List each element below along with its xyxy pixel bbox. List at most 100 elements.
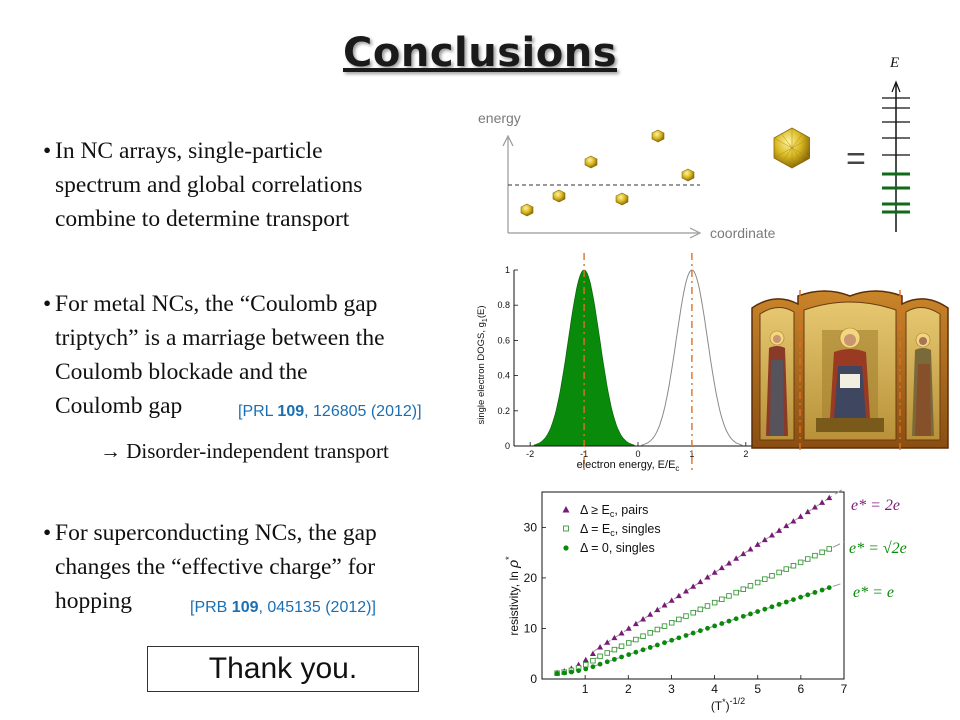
resistivity-point-zero xyxy=(619,654,624,660)
nanocrystal-particle xyxy=(584,155,598,169)
prb-volume: 109 xyxy=(231,599,259,616)
page-title: Conclusions xyxy=(343,30,617,76)
resistivity-y-tick-label: 30 xyxy=(524,520,538,534)
resistivity-point-pairs xyxy=(754,541,761,547)
legend-marker-square xyxy=(563,525,569,532)
resistivity-point-pairs xyxy=(675,592,682,599)
bullet-2-line-4: Coulomb gap xyxy=(55,393,183,419)
resistivity-point-pairs xyxy=(668,597,675,603)
resistivity-point-singles xyxy=(590,657,596,664)
resistivity-point-zero xyxy=(561,670,567,676)
resistivity-point-pairs xyxy=(790,518,797,524)
prl-journal: [PRL xyxy=(238,403,278,420)
resistivity-point-zero xyxy=(626,652,632,657)
resistivity-point-zero xyxy=(640,647,646,653)
resistivity-point-zero xyxy=(662,640,667,646)
resistivity-point-pairs xyxy=(733,555,740,561)
triptych-icon-image xyxy=(751,290,949,450)
resistivity-point-pairs xyxy=(647,611,654,617)
resistivity-x-tick-label: 3 xyxy=(668,682,675,696)
resistivity-point-zero xyxy=(705,625,710,631)
dos-plot-area: -2 -1 0 1 2 0 0.2 0.4 0.6 0.8 1 xyxy=(497,253,762,473)
prb-journal: [PRB xyxy=(190,599,232,616)
resistivity-point-singles xyxy=(668,620,675,626)
legend-label-sub: c xyxy=(610,528,615,538)
resistivity-point-zero xyxy=(697,628,703,634)
resistivity-point-pairs xyxy=(826,494,833,501)
dos-x-tick-label: -2 xyxy=(526,449,534,459)
resistivity-point-pairs xyxy=(654,606,661,613)
resistivity-point-singles xyxy=(719,596,725,603)
center-throne-figure xyxy=(816,327,884,432)
resistivity-x-tick-label: 5 xyxy=(754,682,761,696)
prb-rest: , 045135 (2012)] xyxy=(258,599,376,616)
resistivity-frame xyxy=(541,491,845,680)
resistivity-point-singles xyxy=(797,559,804,566)
resistivity-plot-area: 1 2 3 4 5 6 7 0 10 20 30 xyxy=(524,487,848,696)
resistivity-point-zero xyxy=(805,592,811,598)
E-label: E xyxy=(890,55,900,71)
bullet-3-line-1: For superconducting NCs, the gap xyxy=(55,520,377,546)
resistivity-point-zero xyxy=(769,604,775,610)
energy-level-diagram xyxy=(882,80,910,232)
resistivity-point-singles xyxy=(676,616,682,623)
arrow-text: Disorder-independent transport xyxy=(126,439,389,463)
resistivity-x-tick-label: 6 xyxy=(798,682,805,696)
resistivity-point-zero xyxy=(755,609,761,614)
coordinate-axis-arrow xyxy=(689,227,702,239)
resistivity-point-singles xyxy=(704,603,711,609)
resistivity-point-singles xyxy=(819,549,825,556)
resistivity-point-singles xyxy=(805,556,811,562)
resistivity-point-zero xyxy=(690,630,696,636)
resistivity-point-zero xyxy=(569,669,574,675)
resistivity-point-pairs xyxy=(776,527,783,533)
dos-x-tick-label: 2 xyxy=(743,449,748,459)
resistivity-point-zero xyxy=(740,613,746,619)
resistivity-point-pairs xyxy=(704,574,711,580)
resistivity-point-zero xyxy=(597,661,603,667)
resistivity-point-pairs xyxy=(725,560,732,566)
nanocrystal-particle xyxy=(681,168,695,182)
resistivity-point-singles xyxy=(747,583,754,589)
right-arrow-icon: → xyxy=(100,439,127,463)
resistivity-point-singles xyxy=(654,626,661,633)
resistivity-point-pairs xyxy=(697,578,704,585)
coordinate-label: coordinate xyxy=(710,225,776,241)
resistivity-point-zero xyxy=(791,597,796,603)
legend-label-sub: c xyxy=(610,509,615,519)
dos-y-tick-label: 0 xyxy=(505,441,510,451)
energy-axis-arrow xyxy=(502,134,514,147)
resistivity-point-singles xyxy=(769,573,775,579)
resistivity-point-zero xyxy=(576,668,581,674)
annotation-e-sqrt2e: e* = √2e xyxy=(849,540,907,557)
dos-xlabel: electron energy, E/Ec xyxy=(577,459,680,473)
resistivity-point-singles xyxy=(661,623,668,629)
resistivity-point-zero xyxy=(812,590,818,595)
dos-y-tick-label: 0.2 xyxy=(497,406,510,416)
resistivity-point-singles xyxy=(740,586,747,592)
resistivity-point-zero xyxy=(683,633,689,638)
resistivity-point-singles xyxy=(726,593,732,599)
resistivity-point-pairs xyxy=(611,634,618,641)
resistivity-point-singles xyxy=(640,633,646,639)
resistivity-point-singles xyxy=(783,566,790,572)
legend-label-post: , pairs xyxy=(614,503,648,517)
resistivity-xlabel: (T*)-1/2 xyxy=(711,696,745,713)
large-nanocrystal xyxy=(773,127,810,169)
resistivity-point-singles xyxy=(790,562,797,569)
bullet-1-line-3: combine to determine transport xyxy=(55,206,350,232)
resistivity-y-tick-label: 20 xyxy=(524,571,538,585)
bullet-1: • In NC arrays, single-particle spectrum… xyxy=(43,134,362,236)
resistivity-point-singles xyxy=(597,653,603,660)
dos-y-tick-label: 0.6 xyxy=(497,335,510,345)
resistivity-x-tick-label: 4 xyxy=(711,682,718,696)
resistivity-point-zero xyxy=(633,649,639,655)
resistivity-point-zero xyxy=(712,623,718,629)
resistivity-point-zero xyxy=(762,606,768,612)
legend-label: Δ = 0, singles xyxy=(580,541,655,555)
resistivity-point-pairs xyxy=(661,602,668,608)
resistivity-point-singles xyxy=(647,630,653,636)
resistivity-point-zero xyxy=(669,637,675,643)
legend-label-pre: Δ = E xyxy=(580,522,610,536)
